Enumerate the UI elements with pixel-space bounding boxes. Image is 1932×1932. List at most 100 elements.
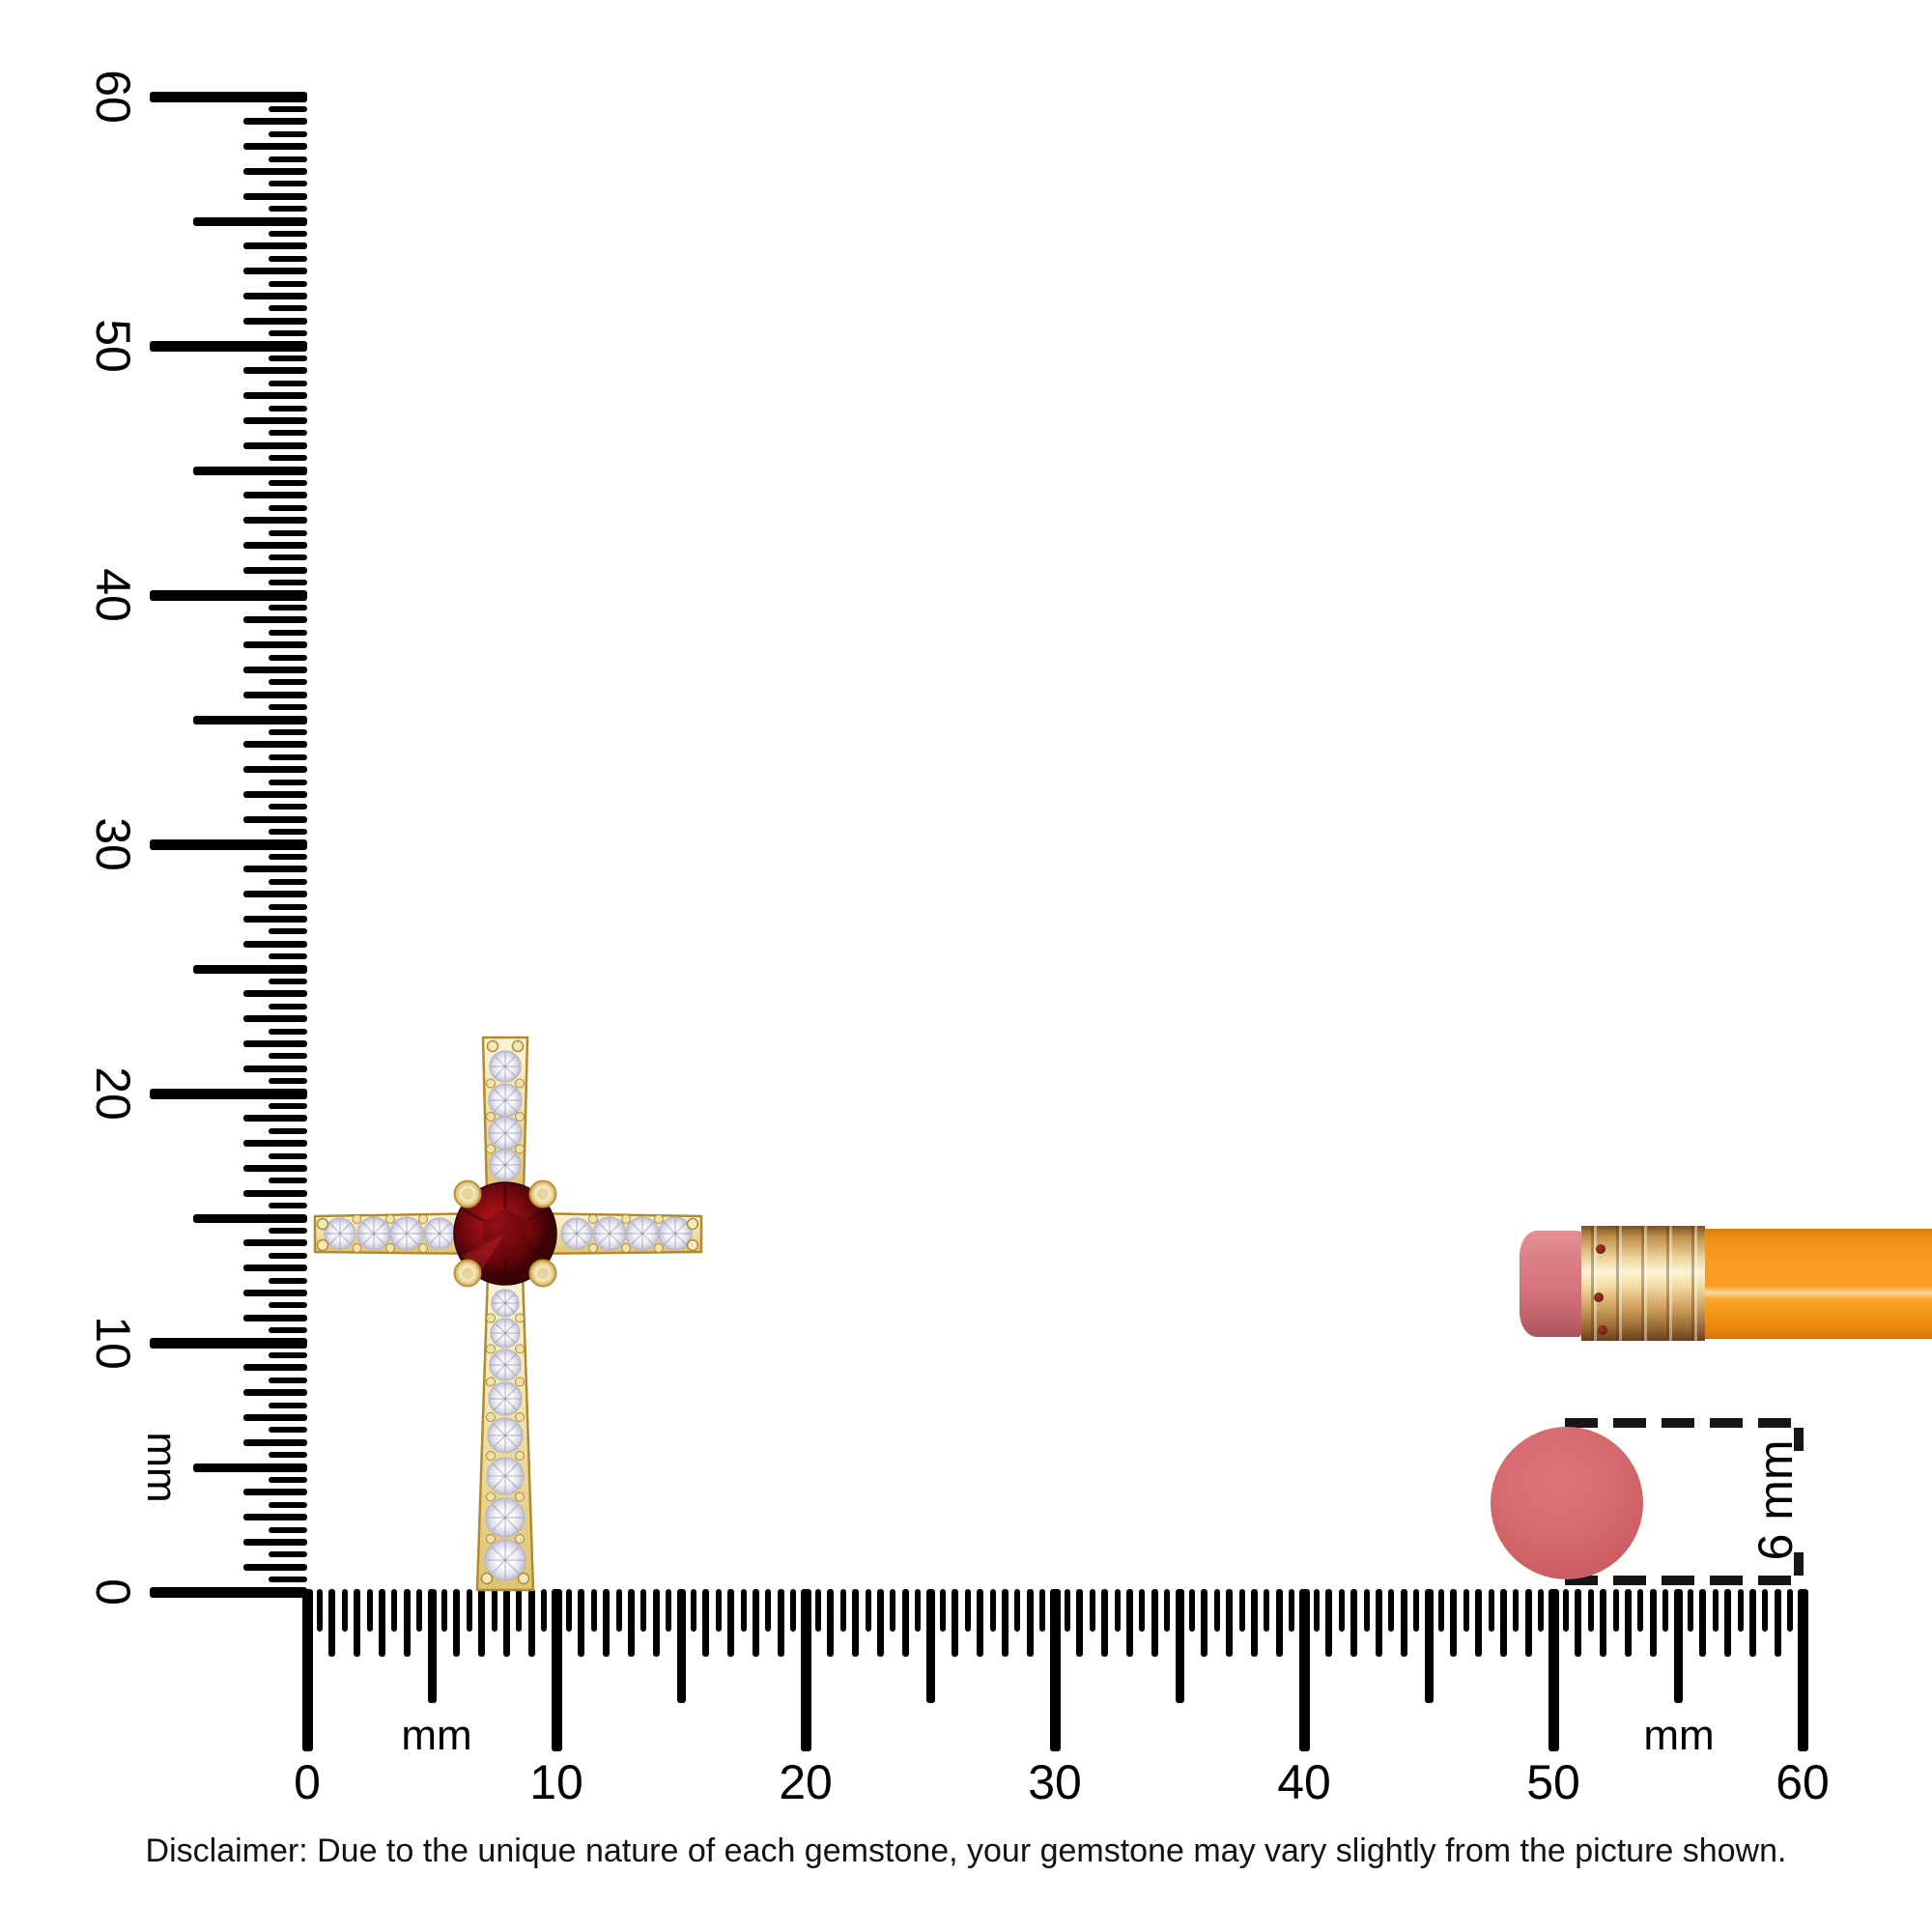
diamond-facet-line: [495, 1056, 506, 1067]
ruler-tick: [269, 1501, 307, 1508]
ruler-tick: [269, 1327, 307, 1334]
ruler-tick: [269, 704, 307, 711]
ruler-tick: [1538, 1589, 1545, 1632]
ruler-tick: [269, 753, 307, 760]
bead-prong: [486, 1492, 496, 1502]
bead-prong: [588, 1243, 598, 1253]
diamond-facet-line: [504, 1387, 517, 1400]
ruler-tick: [243, 1239, 307, 1247]
diamond-facet-line: [609, 1233, 621, 1245]
ruler-tick: [269, 928, 307, 935]
ruler-tick: [243, 1115, 307, 1122]
diamond-facet-line: [495, 1065, 506, 1077]
bead-prong: [515, 1112, 525, 1122]
ruler-tick: [243, 616, 307, 624]
ruler-tick: [1201, 1589, 1208, 1657]
ruler-tick: [269, 380, 307, 386]
diamond-facet-line: [495, 1354, 506, 1366]
ruler-number-label: 30: [86, 817, 140, 871]
ruler-tick: [952, 1589, 959, 1657]
ruler-tick: [790, 1589, 797, 1632]
diamond-facet-line: [664, 1222, 676, 1235]
garnet-prong-center: [462, 1188, 473, 1200]
ruler-tick: [1213, 1589, 1220, 1632]
diamond-facet-line: [373, 1233, 385, 1245]
ruler-tick: [1624, 1589, 1632, 1657]
ruler-tick: [243, 317, 307, 325]
bead-prong: [385, 1214, 395, 1224]
ruler-tick: [1575, 1589, 1582, 1657]
ruler-tick: [269, 455, 307, 462]
garnet-facet-line: [462, 1208, 485, 1223]
bead-prong: [352, 1214, 362, 1224]
ruler-number-label: 20: [779, 1755, 833, 1809]
measurement-label: 6 mm: [1748, 1439, 1803, 1561]
ruler-tick: [193, 964, 307, 974]
ruler-tick: [269, 330, 307, 337]
ruler-tick: [839, 1589, 846, 1632]
ruler-tick: [416, 1589, 423, 1632]
ruler-tick: [243, 1389, 307, 1397]
ruler-tick: [1289, 1589, 1295, 1632]
ruler-tick: [901, 1589, 909, 1657]
diamond-facet-line: [504, 1475, 518, 1489]
garnet-prong-center: [537, 1188, 549, 1200]
bead-prong: [486, 1451, 496, 1461]
diamond-facet-line: [439, 1223, 450, 1235]
diamond-facet-line: [339, 1233, 351, 1244]
ruler-tick: [269, 853, 307, 860]
ruler-tick: [243, 1164, 307, 1172]
ruler-tick: [652, 1589, 660, 1657]
ruler-tick: [269, 355, 307, 361]
ruler-tick: [243, 666, 307, 673]
ruler-tick: [269, 1476, 307, 1483]
diamond-facet-line: [494, 1089, 506, 1101]
ruler-tick: [243, 242, 307, 250]
ruler-tick: [269, 679, 307, 686]
endcap-prong: [486, 1039, 499, 1053]
ruler-tick: [777, 1589, 784, 1657]
ruler-tick: [876, 1589, 884, 1657]
ruler-tick: [1499, 1589, 1507, 1657]
ruler-tick: [478, 1589, 486, 1657]
endcap-prong: [686, 1238, 699, 1252]
ruler-tick: [269, 105, 307, 112]
bead-prong: [654, 1243, 664, 1253]
diamond-facet-line: [674, 1233, 687, 1245]
ruler-tick: [243, 1438, 307, 1446]
ruler-tick: [269, 305, 307, 312]
ruler-tick: [827, 1589, 835, 1657]
measure-dash-stub-top: [1794, 1428, 1804, 1451]
diamond-facet-line: [504, 1423, 518, 1436]
ruler-tick: [1226, 1589, 1234, 1657]
ruler-tick: [269, 479, 307, 486]
ruler-tick: [1424, 1589, 1434, 1703]
ruler-tick: [150, 589, 307, 601]
ruler-number-label: 50: [1526, 1755, 1580, 1809]
ruler-tick: [269, 1402, 307, 1408]
cross-pendant: [313, 1036, 703, 1592]
garnet-facet-line: [526, 1244, 549, 1260]
ruler-tick: [269, 1227, 307, 1234]
ruler-tick: [740, 1589, 747, 1632]
diamond-facet-line: [492, 1517, 506, 1531]
diamond-facet-line: [494, 1122, 506, 1134]
ruler-tick: [1612, 1589, 1619, 1632]
diamond-facet-line: [504, 1322, 516, 1334]
diamond-facet-line: [504, 1332, 516, 1344]
ruler-tick: [1089, 1589, 1095, 1632]
ruler-tick: [1151, 1589, 1158, 1657]
ruler-tick: [1338, 1589, 1345, 1632]
bead-prong: [654, 1214, 664, 1224]
ruler-tick: [1797, 1589, 1808, 1751]
ruler-tick: [269, 903, 307, 910]
ruler-tick: [269, 156, 307, 162]
diamond-facet-line: [576, 1223, 587, 1235]
ruler-tick: [403, 1589, 411, 1657]
ruler-tick: [1562, 1589, 1569, 1632]
diamond-facet-line: [504, 1463, 518, 1477]
ruler-tick: [150, 838, 307, 850]
ruler-tick: [243, 1489, 307, 1496]
bead-prong: [486, 1534, 496, 1544]
ruler-tick: [541, 1589, 548, 1632]
